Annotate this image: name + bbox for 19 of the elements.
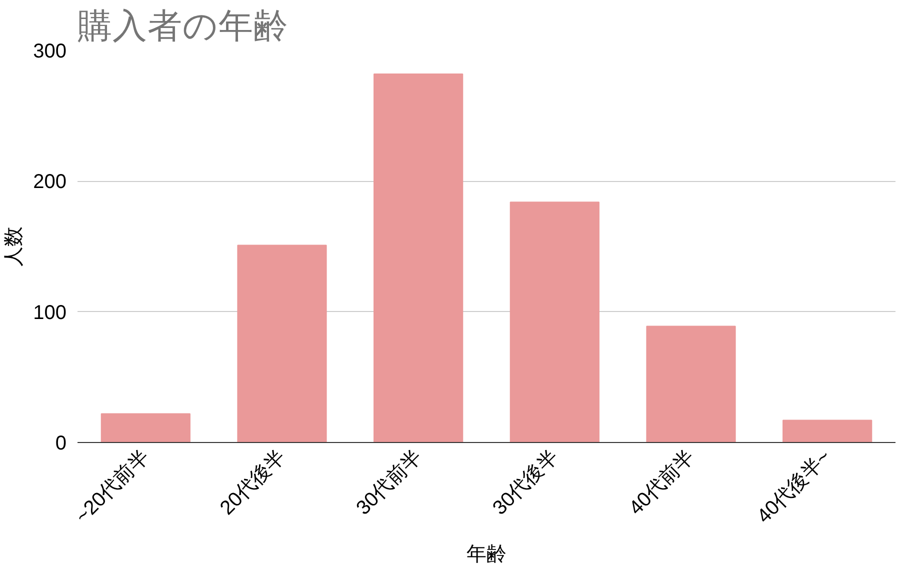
x-tick-label: ~20代前半	[71, 446, 154, 528]
bar	[237, 244, 327, 442]
y-tick-label: 200	[33, 171, 67, 194]
bar	[782, 420, 872, 442]
bar	[646, 326, 736, 442]
chart-title: 購入者の年齢	[78, 8, 288, 46]
y-tick-label: 0	[55, 432, 66, 454]
x-tick-label: 30代後半	[488, 446, 562, 520]
x-tick-label: 40代後半~	[753, 446, 836, 528]
bar	[374, 74, 464, 442]
y-axis-title: 人数	[3, 226, 26, 266]
x-axis-title: 年齢	[466, 543, 506, 566]
y-tick-label: 300	[33, 40, 67, 62]
x-tick-label: 20代後半	[216, 446, 290, 520]
y-tick-label: 100	[33, 302, 67, 324]
x-tick-label: 30代前半	[352, 446, 426, 520]
x-tick-label: 40代前半	[625, 446, 699, 520]
bar	[100, 413, 190, 442]
bar	[510, 202, 600, 442]
